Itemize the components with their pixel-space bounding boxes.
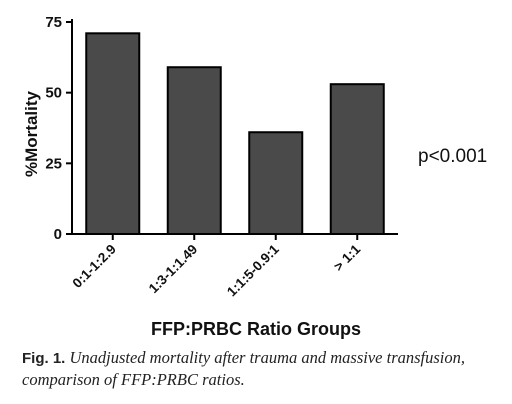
bar-chart: 0 25 50 75 0:1-1:2.9 1:3-1:1.49 1:1:5-0.9:1 > … <box>22 14 398 299</box>
y-tick-label-3: 50 <box>45 85 62 102</box>
y-tick-label-4: 75 <box>45 14 62 31</box>
caption-text: Unadjusted mortality after trauma and ma… <box>22 348 466 389</box>
y-tick-label-2: 25 <box>45 155 62 172</box>
axes-group <box>71 19 398 235</box>
x-tick-label-1: 0:1-1:2.9 <box>70 242 119 291</box>
y-tick-label-1: 0 <box>54 226 62 243</box>
x-axis-label: FFP:PRBC Ratio Groups <box>151 319 361 339</box>
y-axis-label: %Mortality <box>22 90 41 177</box>
figure-caption: Fig. 1. Unadjusted mortality after traum… <box>22 347 502 390</box>
x-ticks-group: 0:1-1:2.9 1:3-1:1.49 1:1:5-0.9:1 > 1:1 <box>70 234 364 299</box>
bar-4 <box>329 83 385 236</box>
p-value-annotation: p<0.001 <box>418 146 488 167</box>
x-tick-label-3: 1:1:5-0.9:1 <box>224 241 282 299</box>
x-tick-label-2: 1:3-1:1.49 <box>146 242 201 297</box>
y-ticks-group: 0 25 50 75 <box>45 14 72 243</box>
bar-3 <box>248 131 304 236</box>
bars-group <box>85 32 385 236</box>
bar-1 <box>85 32 141 235</box>
x-tick-label-4: > 1:1 <box>331 241 364 274</box>
caption-label: Fig. 1. <box>22 350 66 367</box>
bar-2 <box>166 66 222 235</box>
